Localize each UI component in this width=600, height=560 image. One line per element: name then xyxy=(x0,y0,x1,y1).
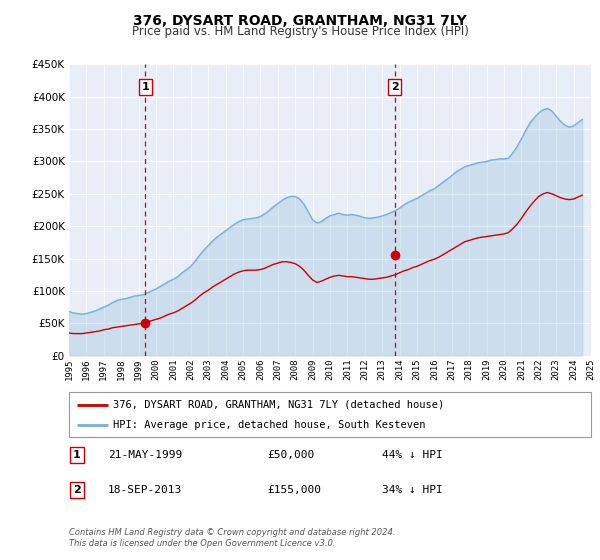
Text: Contains HM Land Registry data © Crown copyright and database right 2024.: Contains HM Land Registry data © Crown c… xyxy=(69,528,395,536)
Text: £155,000: £155,000 xyxy=(268,485,322,495)
Text: This data is licensed under the Open Government Licence v3.0.: This data is licensed under the Open Gov… xyxy=(69,539,335,548)
Text: 1: 1 xyxy=(73,450,81,460)
Text: 376, DYSART ROAD, GRANTHAM, NG31 7LY: 376, DYSART ROAD, GRANTHAM, NG31 7LY xyxy=(133,14,467,28)
Text: 376, DYSART ROAD, GRANTHAM, NG31 7LY (detached house): 376, DYSART ROAD, GRANTHAM, NG31 7LY (de… xyxy=(113,399,445,409)
Text: 44% ↓ HPI: 44% ↓ HPI xyxy=(382,450,443,460)
Text: 18-SEP-2013: 18-SEP-2013 xyxy=(108,485,182,495)
Text: HPI: Average price, detached house, South Kesteven: HPI: Average price, detached house, Sout… xyxy=(113,420,426,430)
Text: Price paid vs. HM Land Registry's House Price Index (HPI): Price paid vs. HM Land Registry's House … xyxy=(131,25,469,38)
Text: 34% ↓ HPI: 34% ↓ HPI xyxy=(382,485,443,495)
Text: 21-MAY-1999: 21-MAY-1999 xyxy=(108,450,182,460)
Text: 2: 2 xyxy=(391,82,398,92)
FancyBboxPatch shape xyxy=(69,392,591,437)
Text: £50,000: £50,000 xyxy=(268,450,314,460)
Text: 1: 1 xyxy=(142,82,149,92)
Text: 2: 2 xyxy=(73,485,81,495)
